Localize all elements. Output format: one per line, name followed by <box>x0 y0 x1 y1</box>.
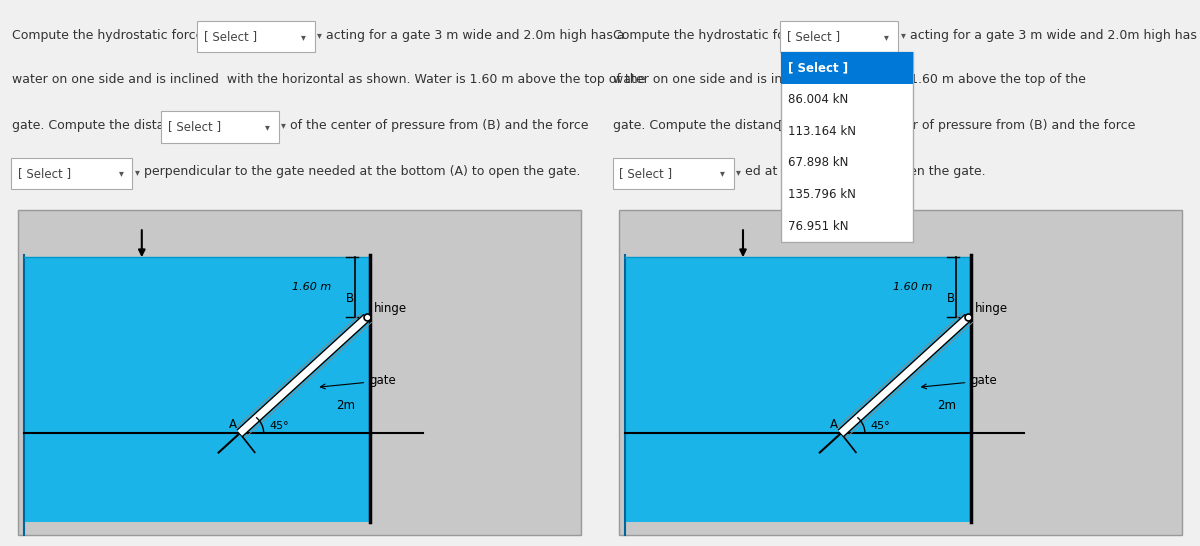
FancyBboxPatch shape <box>161 111 280 143</box>
Text: ▾: ▾ <box>736 167 740 177</box>
Text: 45°: 45° <box>270 421 289 431</box>
Text: [ Select ]: [ Select ] <box>787 31 840 43</box>
FancyBboxPatch shape <box>197 21 314 52</box>
Text: . Water is 1.60 m above the top of the: . Water is 1.60 m above the top of the <box>847 73 1086 86</box>
Text: water on one side and is incline: water on one side and is incline <box>613 73 812 86</box>
Text: gate. Compute the distance: gate. Compute the distance <box>613 119 788 132</box>
Bar <box>619 210 1182 535</box>
Text: [ Select ]: [ Select ] <box>18 167 71 180</box>
Text: gate. Compute the distance: gate. Compute the distance <box>12 119 187 132</box>
Text: acting for a gate 3 m wide and 2.0m high has a: acting for a gate 3 m wide and 2.0m high… <box>910 29 1200 42</box>
Bar <box>18 210 581 535</box>
Bar <box>781 52 912 242</box>
Text: 2m: 2m <box>336 399 355 412</box>
Text: 45°: 45° <box>871 421 890 431</box>
Text: ▾: ▾ <box>900 31 906 40</box>
Text: Compute the hydrostatic force: Compute the hydrostatic force <box>613 29 804 42</box>
Text: 113.164 kN: 113.164 kN <box>788 124 856 138</box>
Text: [ Select ]: [ Select ] <box>204 31 257 43</box>
Text: [: [ <box>778 119 782 132</box>
FancyBboxPatch shape <box>11 158 132 189</box>
Text: 76.951 kN: 76.951 kN <box>788 219 848 233</box>
Bar <box>24 257 370 522</box>
Text: ▾: ▾ <box>265 122 270 132</box>
Text: ▾: ▾ <box>119 168 124 179</box>
Text: 1.60 m: 1.60 m <box>292 282 331 292</box>
Text: [ Select ]: [ Select ] <box>788 61 848 74</box>
Text: ▾: ▾ <box>720 168 725 179</box>
Text: ed at the bottom (A) to open the gate.: ed at the bottom (A) to open the gate. <box>745 165 985 179</box>
Text: the center of pressure from (B) and the force: the center of pressure from (B) and the … <box>853 119 1135 132</box>
FancyBboxPatch shape <box>612 158 733 189</box>
Text: B: B <box>346 293 354 305</box>
Text: 2m: 2m <box>937 399 956 412</box>
Text: A: A <box>830 418 838 430</box>
Text: ▾: ▾ <box>317 31 323 40</box>
Text: ▾: ▾ <box>884 32 889 42</box>
Text: water on one side and is inclined  with the horizontal as shown. Water is 1.60 m: water on one side and is inclined with t… <box>12 73 646 86</box>
Text: 135.796 kN: 135.796 kN <box>788 188 856 201</box>
Text: gate: gate <box>922 375 997 389</box>
Text: hinge: hinge <box>374 302 407 314</box>
Bar <box>781 52 912 84</box>
Text: ▾: ▾ <box>134 167 139 177</box>
Text: gate: gate <box>320 375 396 389</box>
Text: hinge: hinge <box>976 302 1008 314</box>
Text: [ Select ]: [ Select ] <box>168 121 221 133</box>
Bar <box>625 257 971 522</box>
Text: 1.60 m: 1.60 m <box>893 282 932 292</box>
FancyBboxPatch shape <box>780 21 899 52</box>
Text: B: B <box>947 293 955 305</box>
Text: 67.898 kN: 67.898 kN <box>788 156 848 169</box>
Text: [ Select ]: [ Select ] <box>619 167 672 180</box>
Text: Compute the hydrostatic force: Compute the hydrostatic force <box>12 29 203 42</box>
Text: acting for a gate 3 m wide and 2.0m high has a: acting for a gate 3 m wide and 2.0m high… <box>326 29 625 42</box>
Text: ▾: ▾ <box>301 32 306 42</box>
Text: of the center of pressure from (B) and the force: of the center of pressure from (B) and t… <box>290 119 589 132</box>
Text: ▾: ▾ <box>282 121 287 130</box>
Text: perpendicular to the gate needed at the bottom (A) to open the gate.: perpendicular to the gate needed at the … <box>144 165 580 179</box>
Text: A: A <box>229 418 236 430</box>
Text: 86.004 kN: 86.004 kN <box>788 93 848 106</box>
